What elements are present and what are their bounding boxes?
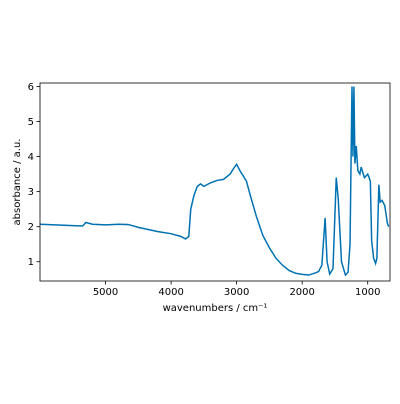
y-tick-label: 2 xyxy=(28,222,34,233)
y-tick-label: 6 xyxy=(28,82,34,93)
x-tick-label: 1000 xyxy=(355,287,380,298)
spectrum-line xyxy=(40,86,390,277)
x-tick-label: 4000 xyxy=(158,287,183,298)
x-tick-label: 5000 xyxy=(93,287,118,298)
y-axis-label: absorbance / a.u. xyxy=(12,139,23,226)
plot-frame xyxy=(39,82,391,282)
x-axis-label: wavenumbers / cm⁻¹ xyxy=(163,303,268,314)
y-tick-label: 1 xyxy=(28,257,34,268)
x-tick-label: 2000 xyxy=(289,287,314,298)
x-tick-label: 3000 xyxy=(224,287,249,298)
y-tick-label: 5 xyxy=(28,117,34,128)
y-tick-label: 4 xyxy=(28,152,34,163)
y-tick-label: 3 xyxy=(28,187,34,198)
